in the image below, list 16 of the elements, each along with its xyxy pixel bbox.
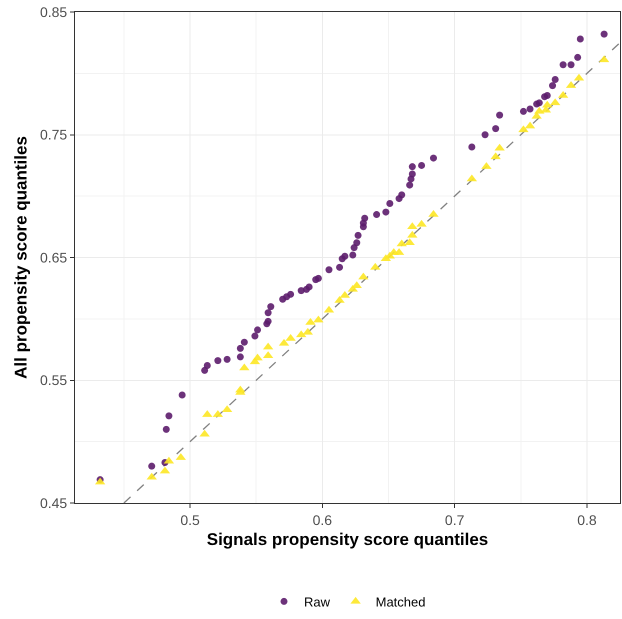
point xyxy=(370,262,380,270)
point xyxy=(296,330,306,338)
x-tick-label: 0.8 xyxy=(577,512,597,528)
y-tick-label: 0.65 xyxy=(40,249,68,266)
y-tick-label: 0.85 xyxy=(40,4,68,20)
legend-label: Matched xyxy=(376,594,426,610)
y-tick-label: 0.45 xyxy=(40,494,68,511)
y-axis-title: All propensity score quantiles xyxy=(12,136,30,379)
point xyxy=(542,100,552,108)
x-tick-label: 0.7 xyxy=(444,512,465,528)
y-tick-label: 0.75 xyxy=(40,126,68,143)
y-tick-label: 0.55 xyxy=(40,372,68,388)
x-axis-title: Signals propensity score quantiles xyxy=(206,530,488,550)
legend-label: Raw xyxy=(304,594,331,610)
x-tick-label: 0.6 xyxy=(312,512,332,528)
x-tick-label: 0.5 xyxy=(180,512,200,528)
